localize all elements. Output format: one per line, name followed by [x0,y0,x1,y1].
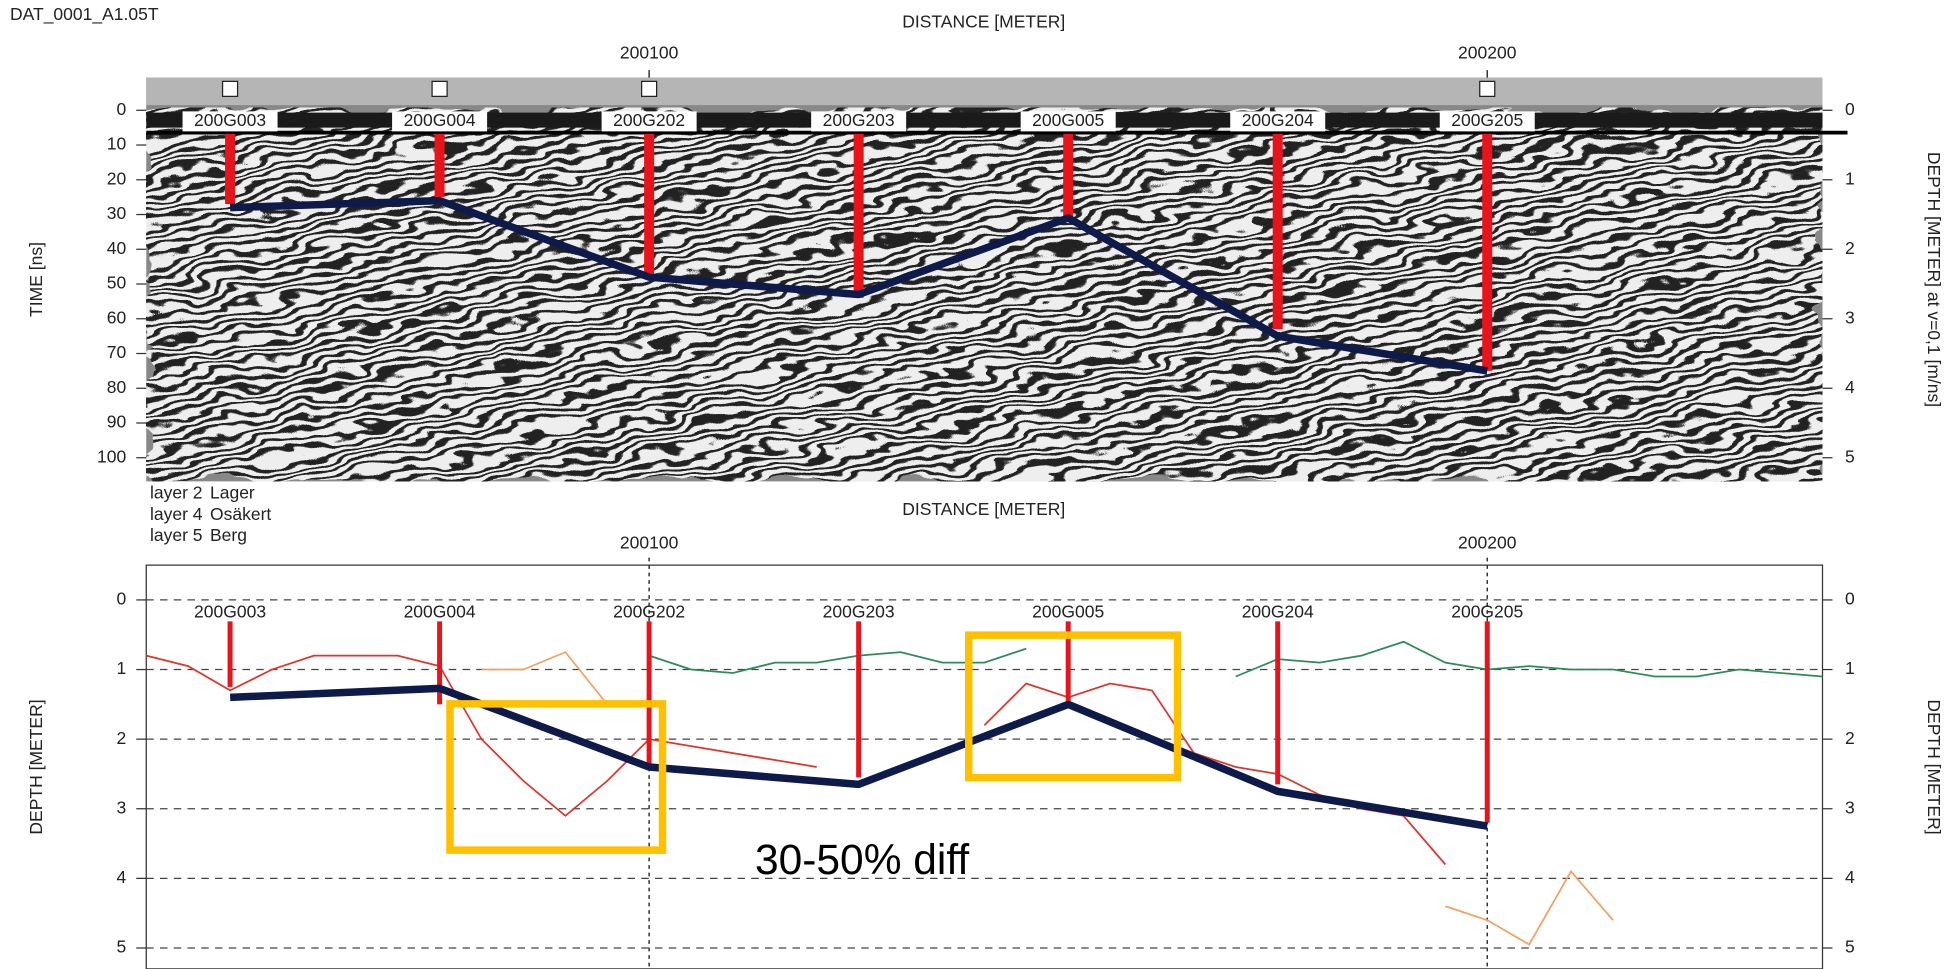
borehole-label: 200G003 [194,601,266,621]
x-tick-label: 200100 [620,43,679,63]
borehole-label: 200G203 [823,110,895,130]
borehole-bar [228,621,233,687]
y2-tick-label: 3 [1845,797,1855,817]
borehole-label: 200G202 [613,110,685,130]
y2-tick-label: 0 [1845,589,1855,609]
y2-tick-label: 1 [1845,168,1855,188]
y2-tick-label: 2 [1845,238,1855,258]
borehole-label: 200G202 [613,601,685,621]
legend-label: Osäkert [210,504,271,524]
y-tick-label: 100 [97,446,126,466]
depth-frame [146,565,1822,969]
borehole-bar [1273,134,1283,329]
borehole-bar [1482,134,1492,371]
position-marker [432,81,447,96]
y-tick-label: 20 [107,168,127,188]
borehole-label: 200G205 [1451,110,1523,130]
borehole-bar [435,134,445,197]
chart-title: DISTANCE [METER] [902,11,1065,31]
borehole-label: 200G005 [1032,601,1104,621]
y-tick-label: 70 [107,342,127,362]
borehole-bar [1275,621,1280,784]
borehole-label: 200G004 [404,110,476,130]
gpr-figure: DAT_0001_A1.05T DISTANCE [METER] TIME [ns… [0,0,1960,969]
radargram [146,108,1822,482]
y-tick-label: 0 [117,589,127,609]
position-marker [642,81,657,96]
y2-tick-label: 5 [1845,937,1855,957]
annotation: 30-50% diff [755,837,969,884]
y-tick-label: 10 [107,134,127,154]
page: {"file_label": "DAT_0001_A1.05T", "chart… [0,0,1960,969]
chart-title: DISTANCE [METER] [902,499,1065,519]
position-marker [223,81,238,96]
y2-tick-label: 2 [1845,728,1855,748]
y-tick-label: 4 [117,867,127,887]
borehole-label: 200G205 [1451,601,1523,621]
borehole-label: 200G204 [1242,110,1314,130]
y-tick-label: 90 [107,412,127,432]
marker-strip [146,78,1822,106]
position-marker [1480,81,1495,96]
y-tick-label: 1 [117,658,127,678]
file-label: DAT_0001_A1.05T [10,4,159,25]
legend-name: layer 2 [150,483,203,503]
y2-tick-label: 0 [1845,99,1855,119]
x-tick-label: 200100 [620,533,679,553]
borehole-bar [647,621,652,767]
y-tick-label: 30 [107,203,127,223]
y2-tick-label: 3 [1845,307,1855,327]
y-tick-label: 0 [117,99,127,119]
borehole-label: 200G005 [1032,110,1104,130]
y2-axis-label: DEPTH [METER] [1924,699,1944,834]
borehole-bar [854,134,864,298]
y-tick-label: 60 [107,307,127,327]
y2-tick-label: 1 [1845,658,1855,678]
y-tick-label: 3 [117,797,127,817]
y2-tick-label: 4 [1845,867,1855,887]
x-tick-label: 200200 [1458,533,1517,553]
y-tick-label: 40 [107,238,127,258]
y-tick-label: 50 [107,273,127,293]
y-tick-label: 5 [117,937,127,957]
y-axis-label: DEPTH [METER] [26,699,46,834]
borehole-bar [856,621,861,777]
y-axis-label: TIME [ns] [26,242,46,317]
borehole-bar [1063,134,1073,218]
borehole-label: 200G203 [823,601,895,621]
legend-label: Lager [210,483,255,503]
legend-label: Berg [210,525,247,545]
y2-tick-label: 4 [1845,377,1855,397]
borehole-bar [644,134,654,274]
borehole-label: 200G004 [404,601,476,621]
legend-name: layer 4 [150,504,203,524]
y-tick-label: 80 [107,377,127,397]
borehole-label: 200G003 [194,110,266,130]
y2-tick-label: 5 [1845,446,1855,466]
borehole-bar [225,134,235,204]
x-tick-label: 200200 [1458,43,1517,63]
y-tick-label: 2 [117,728,127,748]
legend-name: layer 5 [150,525,203,545]
borehole-bar [1485,621,1490,822]
borehole-label: 200G204 [1242,601,1314,621]
y2-axis-label: DEPTH [METER] at v=0,1 [m/ns] [1924,152,1944,407]
